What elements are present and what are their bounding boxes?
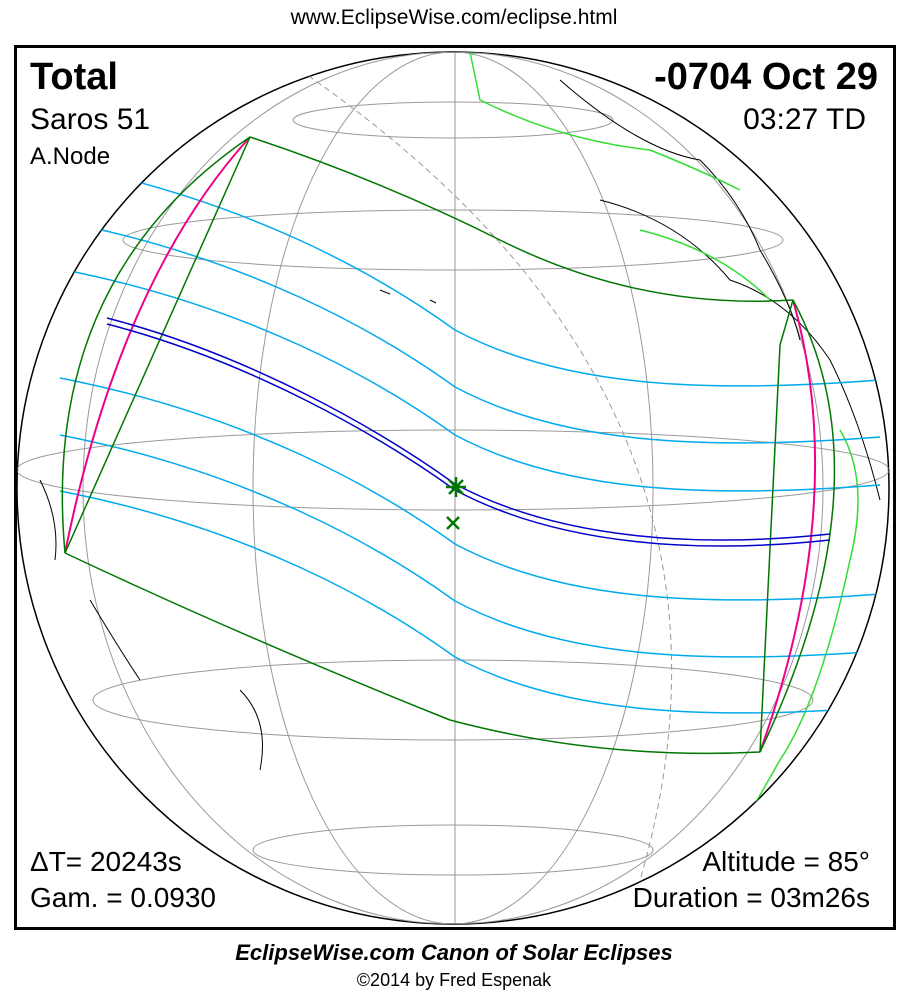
southern-limit	[64, 552, 761, 755]
borders	[469, 52, 859, 901]
duration: Duration = 03m26s	[632, 882, 870, 913]
eclipse-time: 03:27 TD	[743, 103, 866, 136]
west-globe-edge	[61, 136, 251, 554]
umbral-line	[59, 377, 881, 601]
umbral-line	[59, 434, 881, 658]
sun-altitude: Altitude = 85°	[702, 846, 870, 877]
umbral-line	[59, 163, 881, 387]
footer-title: EclipseWise.com Canon of Solar Eclipses	[235, 940, 673, 965]
url-header: www.EclipseWise.com/eclipse.html	[290, 6, 618, 29]
map-frame	[14, 45, 896, 930]
central-line-north	[106, 317, 831, 541]
eclipse-date: -0704 Oct 29	[654, 56, 878, 98]
delta-t: ΔT= 20243s	[30, 846, 182, 877]
central-line-south	[106, 323, 831, 547]
umbral-line	[59, 220, 881, 444]
west-boundary	[64, 136, 251, 554]
rise-set-curve-west	[64, 136, 251, 554]
northern-limit	[249, 136, 794, 302]
greatest-eclipse-star-icon	[446, 477, 466, 497]
umbral-line	[59, 490, 881, 714]
greatest-duration-x-icon	[446, 516, 460, 530]
umbral-line	[59, 268, 881, 492]
east-boundary	[759, 299, 794, 753]
node: A.Node	[30, 143, 111, 170]
coastlines	[39, 79, 881, 771]
rise-set-curve-east	[759, 299, 817, 753]
eclipse-type: Total	[30, 56, 118, 98]
saros-number: Saros 51	[30, 103, 151, 136]
east-globe-edge	[759, 299, 836, 753]
footer-copyright: ©2014 by Fred Espenak	[356, 970, 552, 990]
gamma: Gam. = 0.0930	[30, 882, 217, 913]
